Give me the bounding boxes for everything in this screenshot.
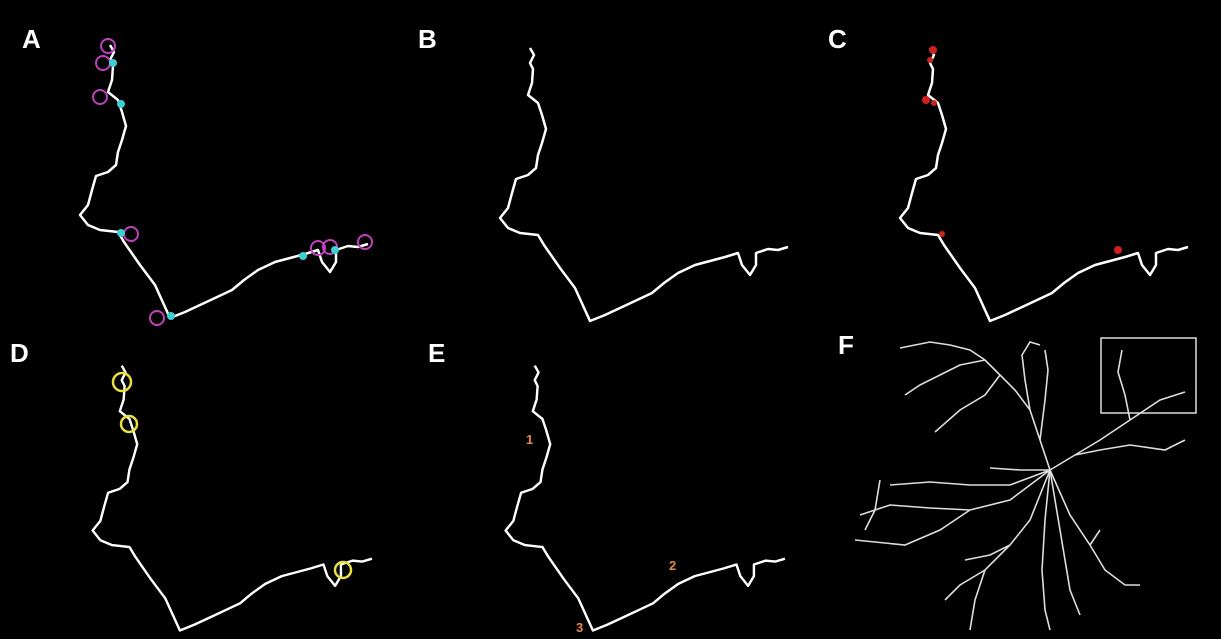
segment-number: 1 [526, 432, 533, 447]
panel-label: B [418, 24, 437, 54]
segment-number: 3 [576, 620, 583, 635]
panel-label: D [10, 338, 29, 368]
background [0, 0, 1221, 639]
figure: A B C D 1 2 3 E [0, 0, 1221, 639]
panel-label: C [828, 24, 847, 54]
panel-label: E [428, 338, 445, 368]
panel-label: F [838, 330, 854, 360]
segment-number: 2 [669, 558, 676, 573]
panel-label: A [22, 24, 41, 54]
